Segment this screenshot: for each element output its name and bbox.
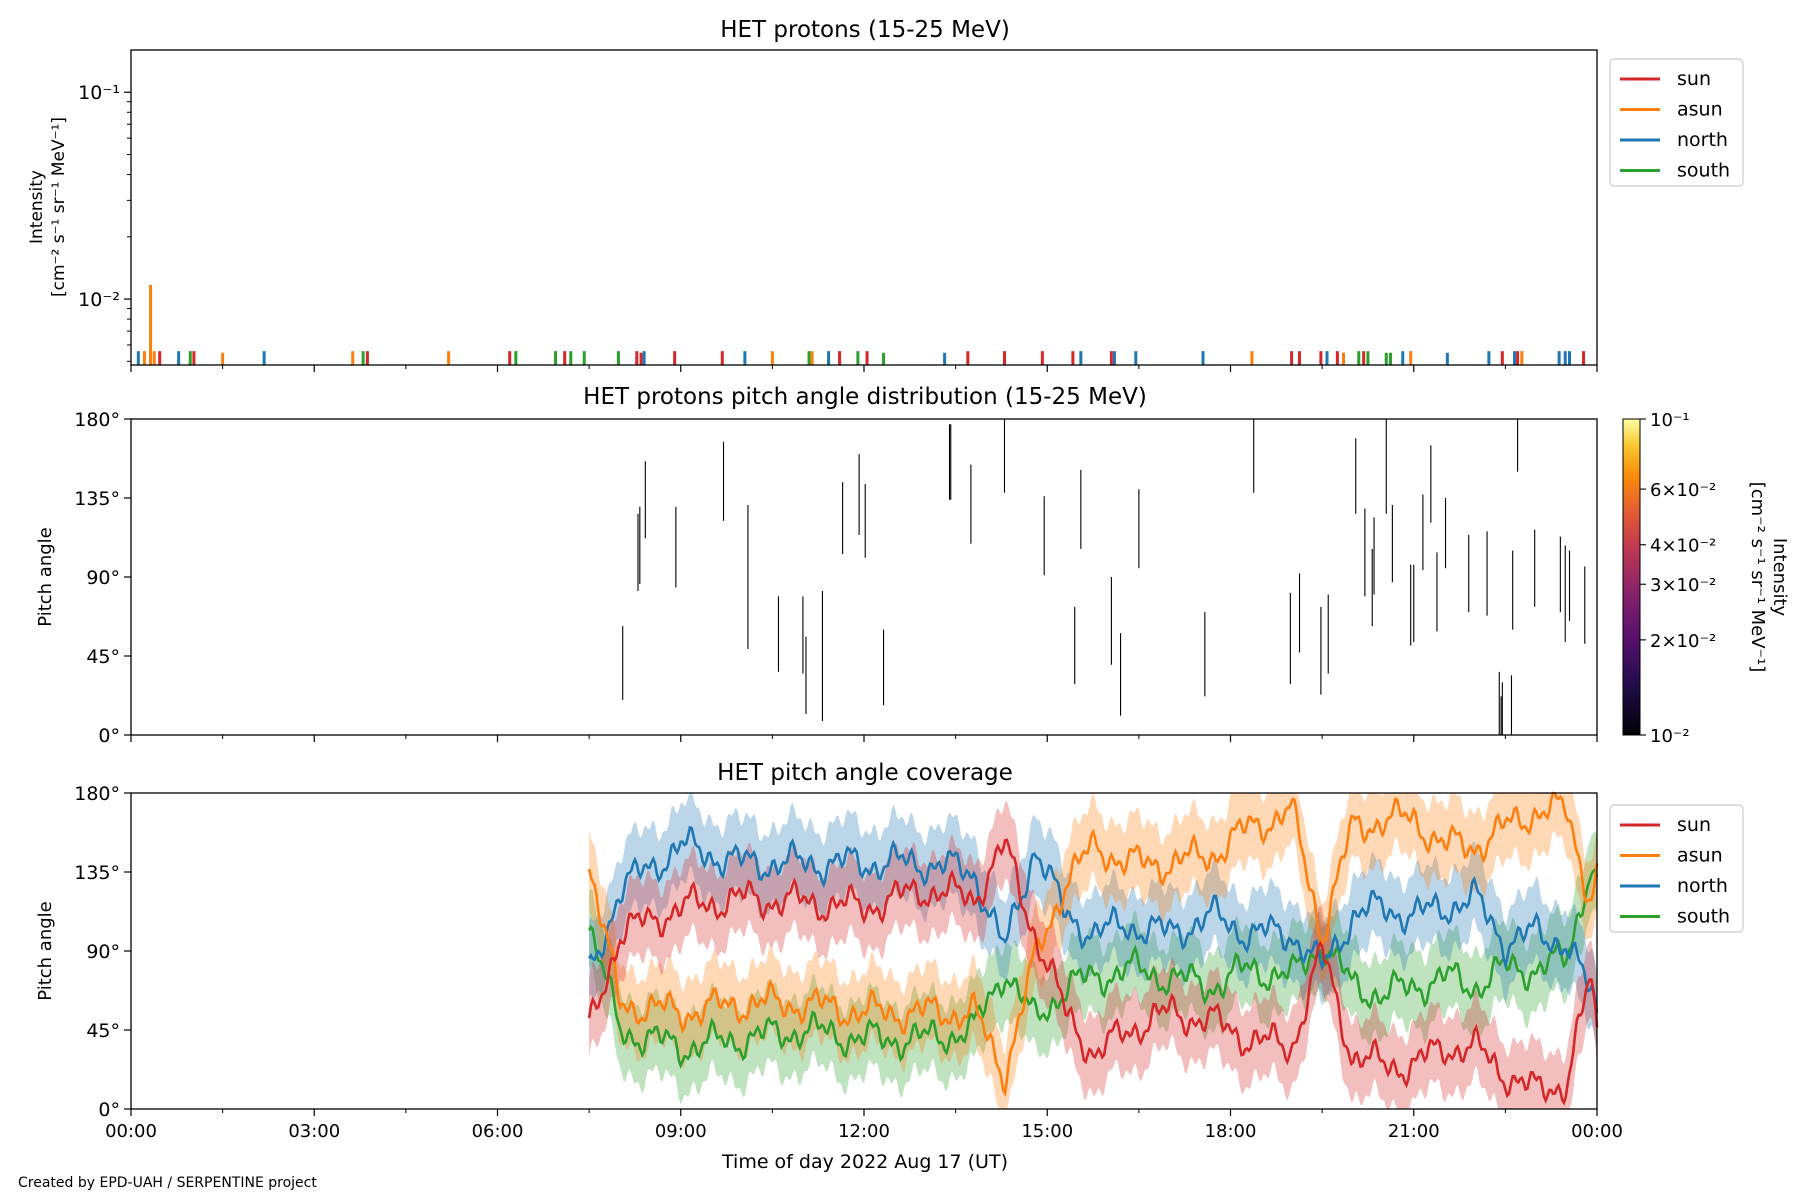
y-tick-label: 90° <box>86 941 120 963</box>
legend-label-south: south <box>1677 906 1730 928</box>
x-tick-label: 09:00 <box>655 1121 707 1142</box>
panel2-frame <box>130 418 1598 736</box>
colorbar-tick-label: 3×10⁻² <box>1650 575 1716 596</box>
colorbar-tick-label: 2×10⁻² <box>1650 631 1716 652</box>
y-tick-label: 180° <box>74 409 120 431</box>
x-tick-label: 06:00 <box>472 1121 524 1142</box>
panel1-title: HET protons (15-25 MeV) <box>720 17 1010 43</box>
legend-label-asun: asun <box>1677 845 1723 867</box>
panel2-ylabel: Pitch angle <box>35 527 56 626</box>
panel1-ylabel-line1: Intensity <box>27 170 47 244</box>
coverage-band-asun <box>589 793 1597 1109</box>
colorbar: 10⁻¹ 6×10⁻² 4×10⁻² 3×10⁻² 2×10⁻² 10⁻² Intensit… <box>1622 410 1790 747</box>
x-tick-label: 21:00 <box>1388 1121 1440 1142</box>
coverage-bands <box>589 793 1597 1109</box>
x-tick-label: 18:00 <box>1205 1121 1257 1142</box>
x-tick-label: 12:00 <box>838 1121 890 1142</box>
coverage-line-asun <box>587 791 1599 1098</box>
y-tick-label: 135° <box>74 488 120 510</box>
colorbar-tick-label: 6×10⁻² <box>1650 480 1716 501</box>
colorbar-label: Intensity[cm⁻² s⁻¹ sr⁻¹ MeV⁻¹] <box>1747 482 1790 673</box>
colorbar-label-line1: Intensity <box>1769 538 1790 617</box>
colorbar-tick-label: 10⁻² <box>1650 726 1690 747</box>
y-tick-label: 10⁻¹ <box>78 82 120 104</box>
colorbar-label-line2: [cm⁻² s⁻¹ sr⁻¹ MeV⁻¹] <box>1747 482 1768 673</box>
legend-label-sun: sun <box>1677 68 1711 90</box>
y-tick-label: 180° <box>74 783 120 805</box>
coverage-band-south <box>589 830 1597 1105</box>
pad-panel: HET protons pitch angle distribution (15… <box>35 384 1790 747</box>
coverage-band-north <box>589 793 1597 1051</box>
coverage-line-south <box>587 867 1599 1069</box>
x-tick-label: 03:00 <box>288 1121 340 1142</box>
x-axis-label: Time of day 2022 Aug 17 (UT) <box>721 1151 1008 1173</box>
legend-label-asun: asun <box>1677 99 1723 121</box>
colorbar-scale <box>1622 418 1641 736</box>
coverage-line-north <box>588 825 1599 1013</box>
y-tick-label: 45° <box>86 1020 120 1042</box>
legend-label-sun: sun <box>1677 814 1711 836</box>
panel1-legend: sun asun north south <box>1609 58 1744 187</box>
panel3-ylabel: Pitch angle <box>35 901 56 1000</box>
coverage-band-sun <box>589 801 1597 1109</box>
y-tick-label: 45° <box>86 646 120 668</box>
coverage-lines <box>587 791 1599 1106</box>
legend-label-north: north <box>1677 129 1728 151</box>
legend-label-north: north <box>1677 875 1728 897</box>
y-tick-label: 0° <box>98 725 120 747</box>
panel1-ylabel-line2: [cm⁻² s⁻¹ sr⁻¹ MeV⁻¹] <box>49 117 69 297</box>
panel1-ylabel: Intensity [cm⁻² s⁻¹ sr⁻¹ MeV⁻¹] <box>27 117 69 297</box>
credit-footer: Created by EPD-UAH / SERPENTINE project <box>18 1175 317 1191</box>
x-tick-label: 00:00 <box>105 1121 157 1142</box>
panel3-legend: sun asun north south <box>1609 804 1744 933</box>
colorbar-tick-label: 4×10⁻² <box>1650 536 1716 557</box>
intensity-panel: HET protons (15-25 MeV) 10⁻¹ 10⁻² Intensi… <box>27 17 1744 366</box>
y-tick-label: 90° <box>86 567 120 589</box>
y-tick-label: 10⁻² <box>78 289 120 311</box>
x-tick-label: 00:00 <box>1571 1121 1623 1142</box>
legend-box <box>1609 58 1744 187</box>
y-tick-label: 0° <box>98 1099 120 1121</box>
x-ticks: 00:00 03:00 06:00 09:00 12:00 15:00 18:00 21:00… <box>105 365 1623 1142</box>
y-tick-label: 135° <box>74 862 120 884</box>
coverage-panel: HET pitch angle coverage 0° 45° 90° 135° 180… <box>35 760 1744 1173</box>
colorbar-tick-label: 10⁻¹ <box>1650 410 1690 431</box>
panel3-title: HET pitch angle coverage <box>717 760 1013 786</box>
legend-box <box>1609 804 1744 933</box>
legend-label-south: south <box>1677 160 1730 182</box>
panel2-title: HET protons pitch angle distribution (15… <box>583 384 1147 410</box>
panel1-frame <box>130 49 1598 366</box>
x-tick-label: 15:00 <box>1021 1121 1073 1142</box>
coverage-line-sun <box>587 838 1599 1106</box>
